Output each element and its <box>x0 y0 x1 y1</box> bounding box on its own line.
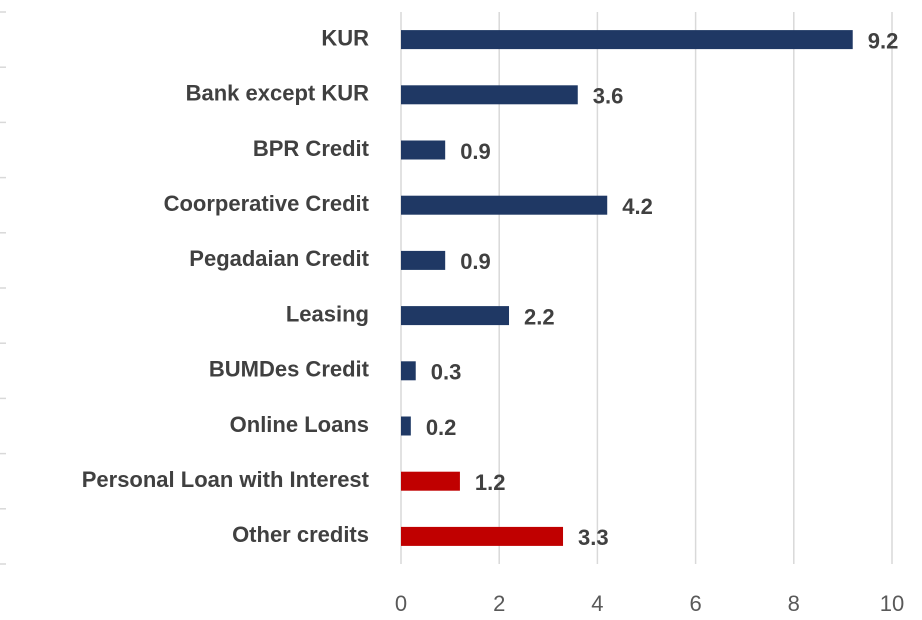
data-label: 2.2 <box>524 304 555 329</box>
bar <box>401 526 564 546</box>
y-tick-label: Other credits <box>232 522 369 547</box>
y-tick-label: Personal Loan with Interest <box>82 467 370 492</box>
bar <box>401 306 510 326</box>
x-tick-label: 10 <box>880 591 904 616</box>
y-tick-label: BUMDes Credit <box>209 357 370 382</box>
x-tick-label: 2 <box>493 591 505 616</box>
bar <box>401 416 411 436</box>
data-label: 1.2 <box>475 470 506 495</box>
x-tick-label: 8 <box>788 591 800 616</box>
bar <box>401 85 578 105</box>
x-tick-label: 6 <box>689 591 701 616</box>
y-tick-label: Bank except KUR <box>186 81 370 106</box>
data-label: 0.3 <box>431 360 462 385</box>
data-label: 3.6 <box>593 84 624 109</box>
bar <box>401 361 416 381</box>
y-tick-label: KUR <box>321 25 369 50</box>
y-tick-label: Leasing <box>286 301 369 326</box>
data-label: 0.9 <box>460 139 491 164</box>
y-tick-label: Coorperative Credit <box>164 191 370 216</box>
y-tick-label: BPR Credit <box>253 136 370 161</box>
y-tick-label: Online Loans <box>230 412 369 437</box>
data-label: 0.9 <box>460 249 491 274</box>
data-label: 9.2 <box>868 28 899 53</box>
bar <box>401 30 853 50</box>
bar <box>401 195 608 215</box>
data-label: 0.2 <box>426 415 457 440</box>
bar <box>401 140 446 160</box>
data-label: 4.2 <box>622 194 653 219</box>
x-tick-label: 0 <box>395 591 407 616</box>
data-label: 3.3 <box>578 525 609 550</box>
y-tick-label: Pegadaian Credit <box>189 246 369 271</box>
bar <box>401 471 460 491</box>
x-tick-label: 4 <box>591 591 603 616</box>
bar <box>401 250 446 270</box>
